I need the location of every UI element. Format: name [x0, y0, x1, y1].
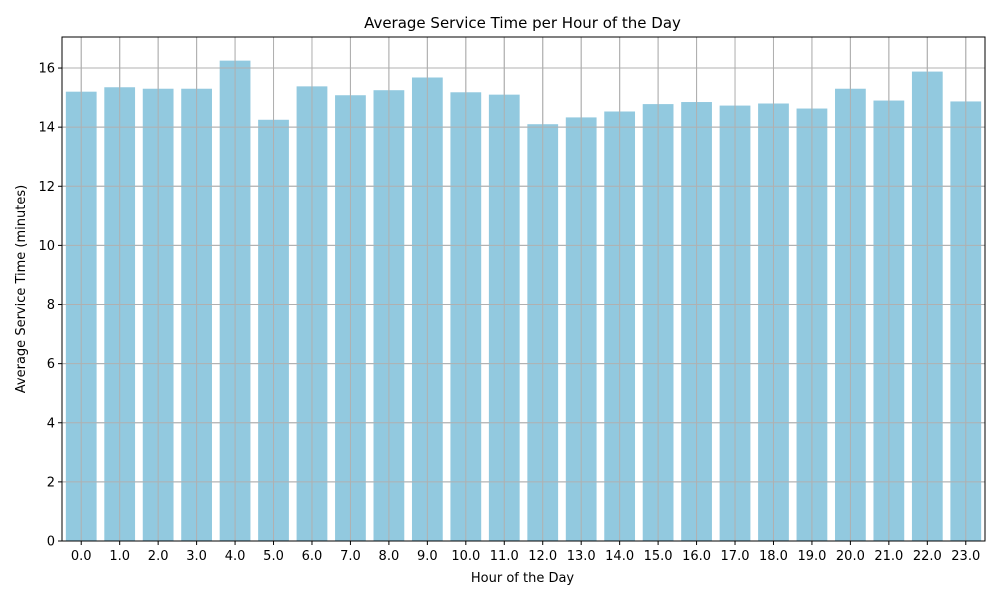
- y-tick-label: 8: [47, 298, 55, 313]
- y-tick-label: 10: [38, 239, 55, 254]
- x-tick-label: 10.0: [451, 549, 480, 564]
- x-tick-label: 0.0: [71, 549, 92, 564]
- x-tick-label: 11.0: [490, 549, 519, 564]
- x-tick-label: 12.0: [528, 549, 557, 564]
- y-axis-ticks: 0 2 4 6 8 10 12 14 16: [38, 62, 62, 550]
- x-tick-label: 2.0: [148, 549, 169, 564]
- x-tick-label: 15.0: [644, 549, 673, 564]
- x-tick-label: 9.0: [417, 549, 438, 564]
- x-tick-label: 18.0: [759, 549, 788, 564]
- y-tick-label: 4: [47, 416, 55, 431]
- x-tick-label: 21.0: [874, 549, 903, 564]
- x-tick-label: 4.0: [225, 549, 246, 564]
- y-tick-label: 16: [38, 62, 55, 77]
- x-tick-label: 16.0: [682, 549, 711, 564]
- grid-lines-overlay: [62, 37, 985, 542]
- bars: [65, 60, 982, 542]
- x-axis-label: Hour of the Day: [471, 571, 575, 586]
- y-tick-label: 0: [47, 535, 55, 550]
- x-tick-label: 23.0: [951, 549, 980, 564]
- y-tick-label: 6: [47, 357, 55, 372]
- x-tick-label: 22.0: [913, 549, 942, 564]
- x-axis-ticks: 0.0 1.0 2.0 3.0 4.0 5.0 6.0 7.0 8.0 9.0 10.0 11.0 12…: [71, 541, 980, 564]
- x-tick-label: 20.0: [836, 549, 865, 564]
- x-tick-label: 19.0: [797, 549, 826, 564]
- x-tick-label: 1.0: [109, 549, 130, 564]
- y-axis-label: Average Service Time (minutes): [14, 185, 29, 393]
- x-tick-label: 6.0: [302, 549, 323, 564]
- x-tick-label: 5.0: [263, 549, 284, 564]
- x-tick-label: 14.0: [605, 549, 634, 564]
- y-tick-label: 2: [47, 475, 55, 490]
- axes-frame: [61, 36, 986, 542]
- x-tick-label: 17.0: [721, 549, 750, 564]
- chart-title: Average Service Time per Hour of the Day: [364, 14, 681, 32]
- x-tick-label: 7.0: [340, 549, 361, 564]
- x-tick-label: 8.0: [379, 549, 400, 564]
- y-tick-label: 14: [38, 121, 55, 136]
- y-tick-label: 12: [38, 180, 55, 195]
- x-tick-label: 3.0: [186, 549, 207, 564]
- x-tick-label: 13.0: [567, 549, 596, 564]
